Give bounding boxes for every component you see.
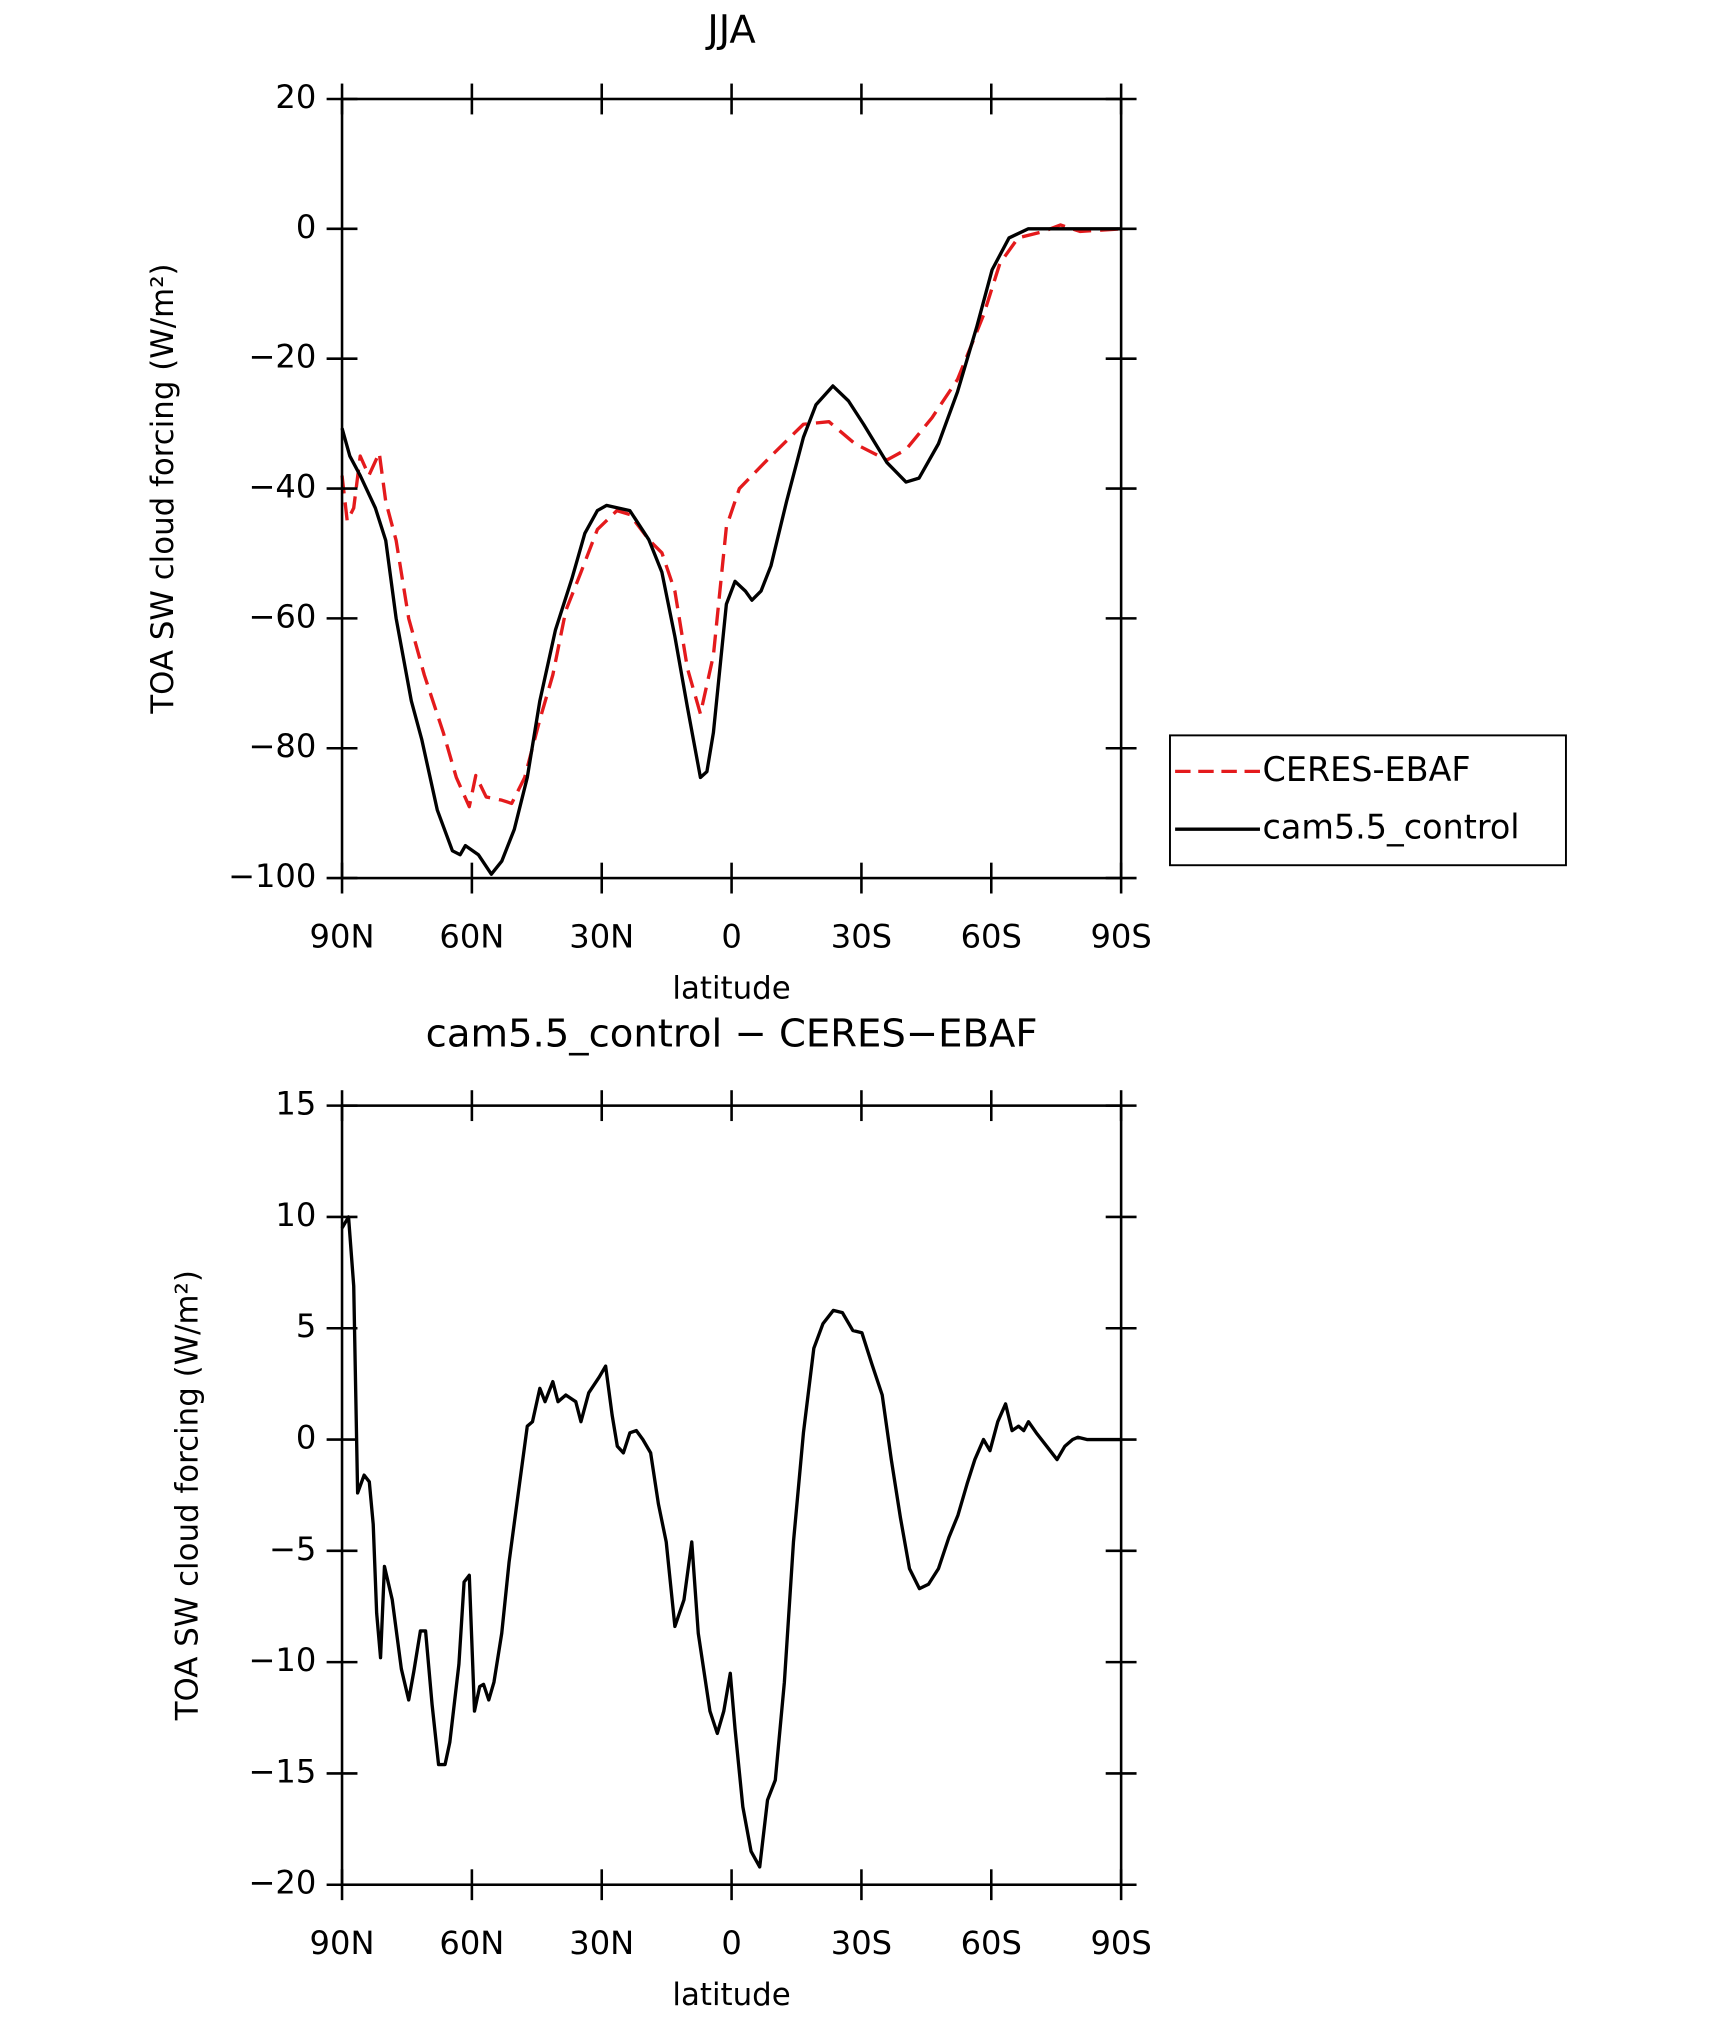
y-tick-label: −80 — [249, 727, 317, 765]
y-tick-label: −40 — [249, 468, 317, 506]
plot: JJA latitude TOA SW cloud forcing (W/m²) −1… — [145, 8, 1567, 1006]
series-line — [340, 227, 1122, 876]
x-tick-label: 30N — [569, 1924, 634, 1962]
y-tick-label: −5 — [269, 1530, 316, 1568]
x-tick-label: 0 — [721, 1924, 741, 1962]
x-tick-label: 30N — [569, 918, 634, 956]
y-tick-label: −20 — [249, 338, 317, 376]
x-axis-label: latitude — [672, 1977, 790, 2013]
legend-label: CERES-EBAF — [1263, 750, 1471, 789]
y-tick-label: 0 — [296, 208, 316, 246]
y-tick-label: 15 — [275, 1085, 316, 1123]
x-axis-label: latitude — [672, 970, 790, 1006]
y-tick-label: 5 — [296, 1307, 316, 1345]
y-tick-label: 0 — [296, 1419, 316, 1457]
x-tick-label: 60N — [439, 1924, 504, 1962]
y-axis-label: TOA SW cloud forcing (W/m²) — [170, 1270, 206, 1721]
y-axis-label: TOA SW cloud forcing (W/m²) — [145, 263, 181, 714]
x-tick-label: 90S — [1090, 1924, 1151, 1962]
y-tick-label: −15 — [249, 1752, 317, 1790]
x-tick-label: 30S — [831, 1924, 892, 1962]
chart-title: cam5.5_control − CERES−EBAF — [426, 1012, 1038, 1057]
y-tick-label: −100 — [228, 857, 316, 895]
x-tick-label: 60N — [439, 918, 504, 956]
x-tick-label: 0 — [721, 918, 741, 956]
legend: CERES-EBAF cam5.5_control — [1169, 734, 1567, 867]
legend-label: cam5.5_control — [1263, 808, 1520, 847]
x-tick-label: 90S — [1090, 918, 1151, 956]
x-tick-label: 60S — [961, 918, 1022, 956]
x-tick-label: 30S — [831, 918, 892, 956]
x-tick-label: 90N — [310, 1924, 375, 1962]
y-tick-label: −20 — [249, 1864, 317, 1902]
series-line — [340, 223, 1122, 809]
x-tick-label: 90N — [310, 918, 375, 956]
x-tick-label: 60S — [961, 1924, 1022, 1962]
y-tick-label: 20 — [275, 78, 316, 116]
y-tick-label: 10 — [275, 1196, 316, 1234]
plot: cam5.5_control − CERES−EBAF latitude TOA S… — [170, 1012, 1152, 2013]
legend-box — [1169, 734, 1567, 867]
series-line — [340, 1215, 1122, 1869]
y-tick-label: −60 — [249, 597, 317, 635]
y-tick-label: −10 — [249, 1641, 317, 1679]
chart-title: JJA — [705, 8, 756, 53]
